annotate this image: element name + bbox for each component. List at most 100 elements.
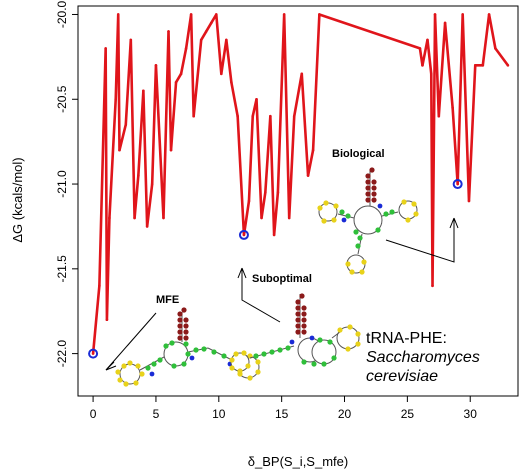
data-point [114, 97, 118, 101]
data-point [473, 64, 477, 67]
data-point [437, 114, 441, 118]
organism-title-line1: tRNA-PHE: [366, 330, 447, 347]
data-point [242, 233, 246, 237]
x-tick-label: 0 [90, 407, 97, 421]
suboptimal-arrow [241, 268, 281, 323]
data-point [506, 64, 510, 67]
data-point [91, 352, 95, 355]
data-point [264, 191, 267, 194]
data-point [189, 13, 193, 16]
data-point [133, 216, 136, 220]
data-point [105, 318, 109, 321]
data-point [150, 182, 154, 186]
data-point [118, 148, 121, 152]
data-point [179, 72, 183, 76]
x-axis-label: δ_BP(S_i,S_mfe) [248, 454, 348, 469]
y-tick-label: -22.0 [55, 340, 69, 368]
x-tick-label: 25 [401, 407, 415, 421]
annotation-arrows [105, 217, 459, 371]
data-point [461, 13, 464, 16]
data-point [287, 216, 291, 220]
mfe-arrow [105, 312, 157, 371]
x-axis: 0 5 10 15 20 25 30 [90, 396, 477, 421]
data-point [167, 30, 170, 33]
biological-arrow [385, 218, 455, 263]
y-tick-label: -21.5 [55, 255, 69, 283]
data-point [306, 174, 310, 177]
data-point [269, 114, 272, 118]
data-point [292, 114, 296, 118]
data-point [230, 81, 233, 84]
data-point [142, 89, 145, 93]
data-point [451, 106, 454, 110]
data-point [154, 64, 158, 67]
data-point [311, 148, 315, 152]
data-point [209, 21, 213, 25]
data-point [192, 114, 195, 118]
y-tick-label: -20.5 [55, 85, 69, 113]
x-tick-label: 30 [464, 407, 478, 421]
data-point [108, 216, 111, 220]
highlight-marker [452, 179, 463, 190]
data-point [104, 47, 107, 50]
data-point [276, 191, 280, 194]
data-point [214, 13, 218, 16]
x-tick-label: 15 [275, 407, 289, 421]
plot-frame [77, 5, 519, 397]
data-point [300, 72, 304, 76]
data-point [199, 38, 203, 42]
data-point [421, 64, 424, 67]
data-point [282, 13, 286, 16]
data-point [431, 284, 434, 288]
data-point [184, 47, 188, 50]
data-point [255, 97, 258, 101]
data-point [247, 199, 251, 203]
biological-structure-drawing [317, 167, 419, 275]
mfe-label: MFE [156, 294, 179, 306]
highlight-marker [238, 229, 249, 240]
x-tick-label: 5 [153, 407, 160, 421]
mfe-structure-drawing [115, 307, 261, 387]
data-point [318, 13, 321, 16]
x-tick-label: 10 [212, 407, 226, 421]
data-point [98, 284, 101, 288]
y-axis: -20.0 -20.5 -21.0 -21.5 -22.0 [55, 0, 78, 367]
data-point [124, 123, 128, 126]
x-tick-label: 20 [338, 407, 352, 421]
data-point [116, 13, 120, 16]
data-point [251, 114, 255, 118]
data-point [467, 199, 471, 203]
data-point [487, 13, 491, 16]
data-point [145, 225, 149, 228]
data-point [169, 148, 173, 152]
highlight-markers [88, 179, 463, 359]
data-point [236, 114, 239, 118]
data-point [456, 182, 459, 186]
y-tick-label: -20.0 [55, 0, 69, 28]
suboptimal-label: Suboptimal [252, 273, 312, 285]
data-point [162, 216, 165, 220]
data-point [443, 21, 447, 25]
data-point [174, 81, 178, 84]
highlight-marker [88, 348, 99, 359]
data-point [225, 38, 228, 42]
data-point [494, 47, 497, 50]
y-tick-label: -21.0 [55, 170, 69, 198]
data-point [272, 233, 276, 237]
biological-label: Biological [332, 148, 385, 160]
data-point [204, 30, 208, 33]
series-group [91, 13, 510, 355]
data-point [418, 47, 422, 50]
data-point [429, 72, 433, 76]
data-point [220, 72, 223, 76]
organism-title-line3: cerevisiae [366, 368, 438, 385]
suboptimal-structure-drawing [229, 293, 361, 374]
data-point [426, 38, 429, 42]
data-point [137, 174, 140, 177]
y-axis-label: ΔG (kcals/mol) [10, 157, 25, 242]
organism-title-line2: Saccharomyces [366, 349, 480, 366]
data-point [433, 13, 437, 16]
data-point [129, 38, 133, 42]
data-point [481, 64, 485, 67]
